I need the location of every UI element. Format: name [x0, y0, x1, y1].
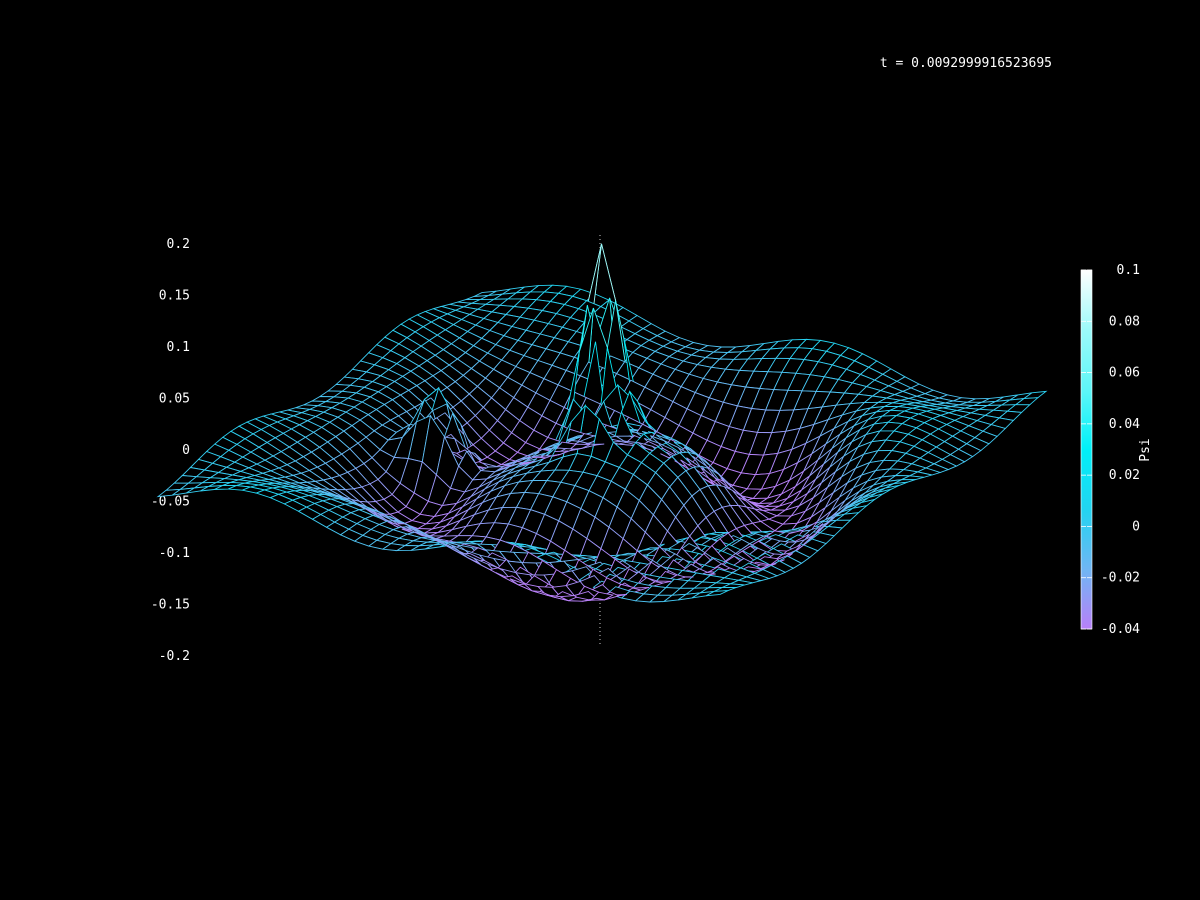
colorbar-ticks: 0.1 0.08 0.06 0.04 0.02 0 -0.02 -0.04 [1081, 263, 1140, 637]
surface-mesh [156, 243, 1048, 603]
colorbar-tick-label: -0.04 [1101, 622, 1140, 637]
mesh-cell [395, 545, 421, 552]
z-axis: 0.2 0.15 0.1 0.05 0 -0.05 -0.1 -0.15 -0.2 [151, 237, 190, 664]
plot-title: t = 0.0092999916523695 [880, 56, 1052, 71]
colorbar-tick-label: -0.02 [1101, 571, 1140, 586]
z-tick-label: 0.15 [159, 289, 190, 304]
colorbar-label: Psi [1138, 438, 1153, 461]
z-tick-label: -0.15 [151, 598, 190, 613]
mesh-cell [750, 502, 774, 507]
z-tick-label: -0.2 [159, 649, 190, 664]
z-tick-label: 0 [182, 443, 190, 458]
colorbar-gradient [1080, 269, 1093, 630]
mesh-cell [156, 488, 182, 498]
mesh-cell [756, 505, 780, 511]
mesh-cell [648, 594, 674, 603]
colorbar-tick-label: 0 [1132, 519, 1140, 534]
colorbar: 0.1 0.08 0.06 0.04 0.02 0 -0.02 -0.04 Psi [1080, 263, 1153, 637]
z-tick-label: 0.1 [167, 340, 190, 355]
mesh-cell [582, 597, 605, 602]
colorbar-tick-label: 0.04 [1109, 417, 1140, 432]
colorbar-tick-label: 0.08 [1109, 314, 1140, 329]
z-tick-label: 0.05 [159, 392, 190, 407]
z-tick-label: -0.1 [159, 546, 190, 561]
colorbar-tick-label: 0.1 [1117, 263, 1140, 278]
z-tick-label: -0.05 [151, 495, 190, 510]
z-tick-label: 0.2 [167, 237, 190, 252]
colorbar-tick-label: 0.06 [1109, 366, 1140, 381]
colorbar-tick-label: 0.02 [1109, 468, 1140, 483]
